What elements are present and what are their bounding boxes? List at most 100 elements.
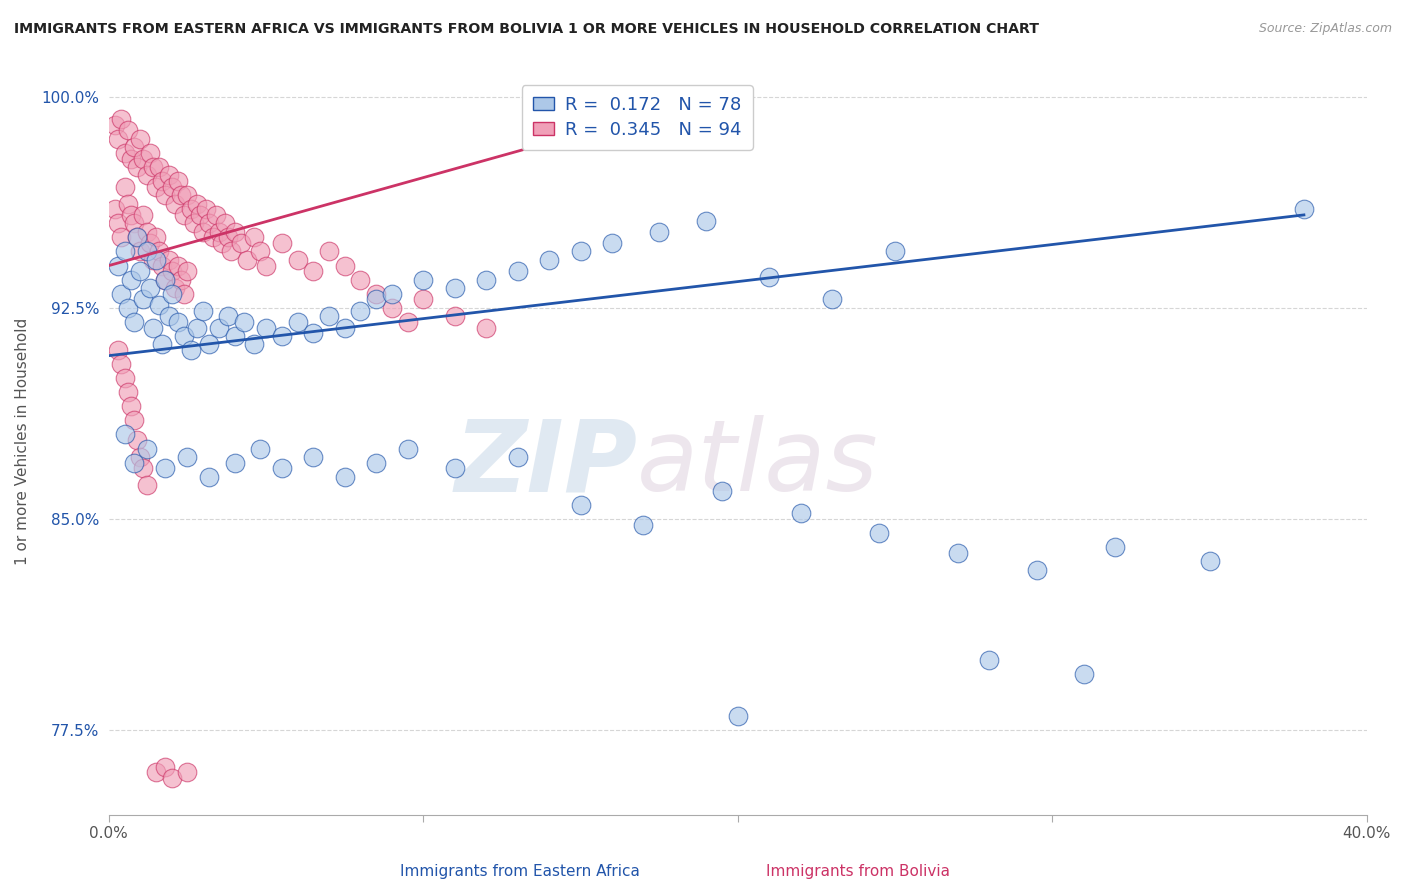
Point bbox=[183, 216, 205, 230]
Point bbox=[155, 759, 177, 773]
Point bbox=[443, 310, 465, 324]
Point bbox=[129, 244, 152, 259]
Point bbox=[366, 456, 388, 470]
Point bbox=[129, 450, 152, 464]
Text: atlas: atlas bbox=[637, 416, 879, 512]
Point bbox=[135, 225, 157, 239]
Point bbox=[107, 216, 129, 230]
Point bbox=[148, 244, 170, 259]
Point bbox=[193, 303, 215, 318]
Point bbox=[107, 259, 129, 273]
Point bbox=[695, 213, 717, 227]
Point bbox=[107, 343, 129, 357]
Point bbox=[132, 293, 155, 307]
Point bbox=[120, 400, 142, 414]
Point bbox=[160, 179, 183, 194]
Point bbox=[318, 244, 340, 259]
Point bbox=[155, 273, 177, 287]
Point bbox=[176, 264, 198, 278]
Point bbox=[104, 118, 127, 132]
Point bbox=[145, 765, 167, 780]
Point bbox=[396, 442, 419, 456]
Point bbox=[163, 281, 186, 295]
Point bbox=[569, 244, 592, 259]
Point bbox=[148, 160, 170, 174]
Point bbox=[188, 208, 211, 222]
Point bbox=[633, 517, 655, 532]
Point bbox=[120, 152, 142, 166]
Point bbox=[120, 208, 142, 222]
Point bbox=[648, 225, 671, 239]
Point bbox=[198, 469, 221, 483]
Point bbox=[198, 337, 221, 351]
Point bbox=[150, 174, 173, 188]
Point bbox=[727, 709, 749, 723]
Point bbox=[180, 202, 202, 217]
Point bbox=[366, 293, 388, 307]
Point bbox=[114, 244, 136, 259]
Point bbox=[349, 303, 371, 318]
Point bbox=[506, 450, 529, 464]
Point bbox=[122, 315, 145, 329]
Point bbox=[155, 461, 177, 475]
Point bbox=[110, 112, 132, 127]
Point bbox=[170, 273, 193, 287]
Text: ZIP: ZIP bbox=[454, 416, 637, 512]
Point bbox=[157, 169, 180, 183]
Point bbox=[167, 174, 190, 188]
Point bbox=[150, 259, 173, 273]
Point bbox=[790, 506, 813, 520]
Point bbox=[114, 427, 136, 442]
Point bbox=[122, 456, 145, 470]
Point bbox=[160, 771, 183, 785]
Point bbox=[287, 315, 309, 329]
Point bbox=[114, 371, 136, 385]
Point bbox=[884, 244, 907, 259]
Point bbox=[506, 264, 529, 278]
Point bbox=[150, 337, 173, 351]
Y-axis label: 1 or more Vehicles in Household: 1 or more Vehicles in Household bbox=[15, 318, 30, 566]
Point bbox=[173, 286, 195, 301]
Point bbox=[195, 202, 218, 217]
Point bbox=[287, 252, 309, 267]
Point bbox=[117, 123, 139, 137]
Point bbox=[145, 230, 167, 244]
Point bbox=[142, 320, 165, 334]
Point bbox=[1198, 554, 1220, 568]
Point bbox=[117, 385, 139, 400]
Point bbox=[538, 252, 561, 267]
Point bbox=[138, 281, 160, 295]
Point bbox=[122, 216, 145, 230]
Point bbox=[236, 252, 259, 267]
Point bbox=[193, 225, 215, 239]
Point bbox=[868, 526, 890, 541]
Point bbox=[443, 461, 465, 475]
Point bbox=[333, 320, 356, 334]
Point bbox=[135, 169, 157, 183]
Point bbox=[381, 286, 404, 301]
Point bbox=[157, 310, 180, 324]
Point bbox=[821, 293, 844, 307]
Point bbox=[138, 145, 160, 160]
Point bbox=[979, 653, 1001, 667]
Point bbox=[302, 450, 325, 464]
Point bbox=[600, 235, 623, 250]
Point bbox=[412, 273, 434, 287]
Point bbox=[249, 244, 271, 259]
Point bbox=[270, 235, 292, 250]
Point bbox=[302, 264, 325, 278]
Point bbox=[110, 357, 132, 371]
Point bbox=[110, 286, 132, 301]
Point bbox=[758, 269, 780, 284]
Point bbox=[114, 179, 136, 194]
Point bbox=[186, 320, 208, 334]
Point bbox=[475, 273, 498, 287]
Point bbox=[110, 230, 132, 244]
Point bbox=[160, 286, 183, 301]
Point bbox=[1025, 563, 1047, 577]
Point bbox=[176, 188, 198, 202]
Point bbox=[173, 208, 195, 222]
Point bbox=[173, 329, 195, 343]
Point bbox=[217, 230, 239, 244]
Point bbox=[569, 498, 592, 512]
